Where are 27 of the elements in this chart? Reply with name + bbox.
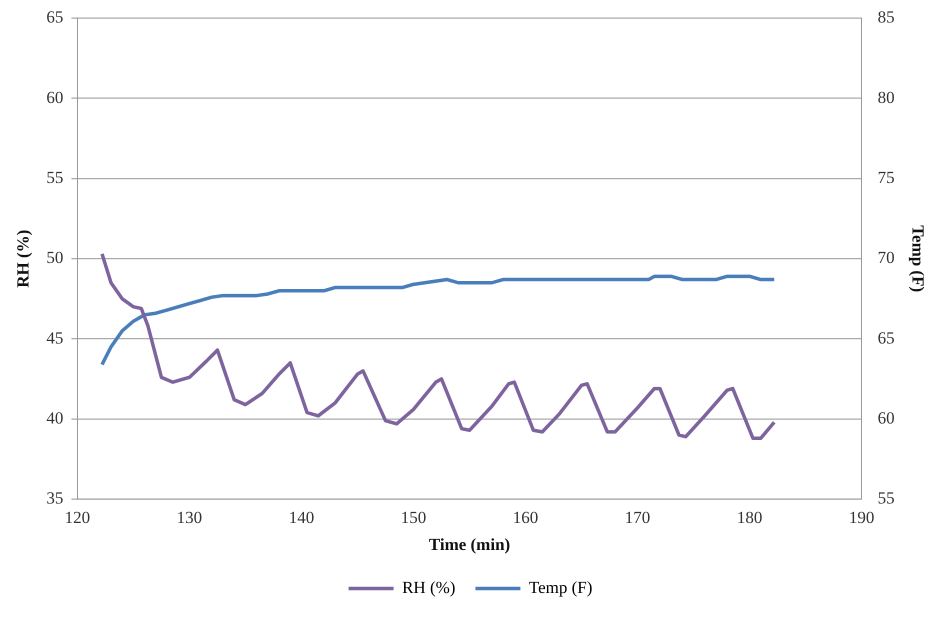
- y2-tick-label: 60: [878, 408, 895, 428]
- x-tick-label: 130: [176, 508, 202, 527]
- x-tick-label: 150: [400, 508, 426, 527]
- y-axis-title: RH (%): [14, 230, 33, 288]
- y-tick-label: 60: [46, 88, 64, 107]
- x-tick-label: 190: [848, 508, 874, 527]
- y-tick-label: 50: [46, 248, 64, 268]
- x-tick-label: 170: [624, 508, 650, 527]
- x-tick-label: 160: [512, 508, 538, 527]
- y-tick-label: 45: [46, 328, 64, 348]
- y-tick-label: 35: [46, 488, 64, 508]
- x-tick-label: 140: [288, 508, 314, 527]
- y-tick-label: 65: [46, 8, 64, 27]
- y2-tick-label: 75: [878, 168, 895, 187]
- y2-tick-label: 70: [878, 248, 895, 268]
- y2-axis-title: Temp (F): [908, 225, 928, 292]
- legend-label: Temp (F): [528, 578, 592, 597]
- legend-label: RH (%): [402, 578, 456, 597]
- x-tick-label: 120: [64, 508, 90, 527]
- y2-tick-label: 55: [878, 488, 895, 508]
- x-tick-label: 180: [736, 508, 762, 527]
- y2-tick-label: 85: [878, 8, 895, 27]
- y-tick-label: 40: [46, 408, 64, 428]
- y-tick-label: 55: [46, 168, 64, 187]
- y2-tick-label: 65: [878, 328, 895, 348]
- x-axis-title: Time (min): [428, 535, 510, 554]
- y2-tick-label: 80: [878, 88, 895, 107]
